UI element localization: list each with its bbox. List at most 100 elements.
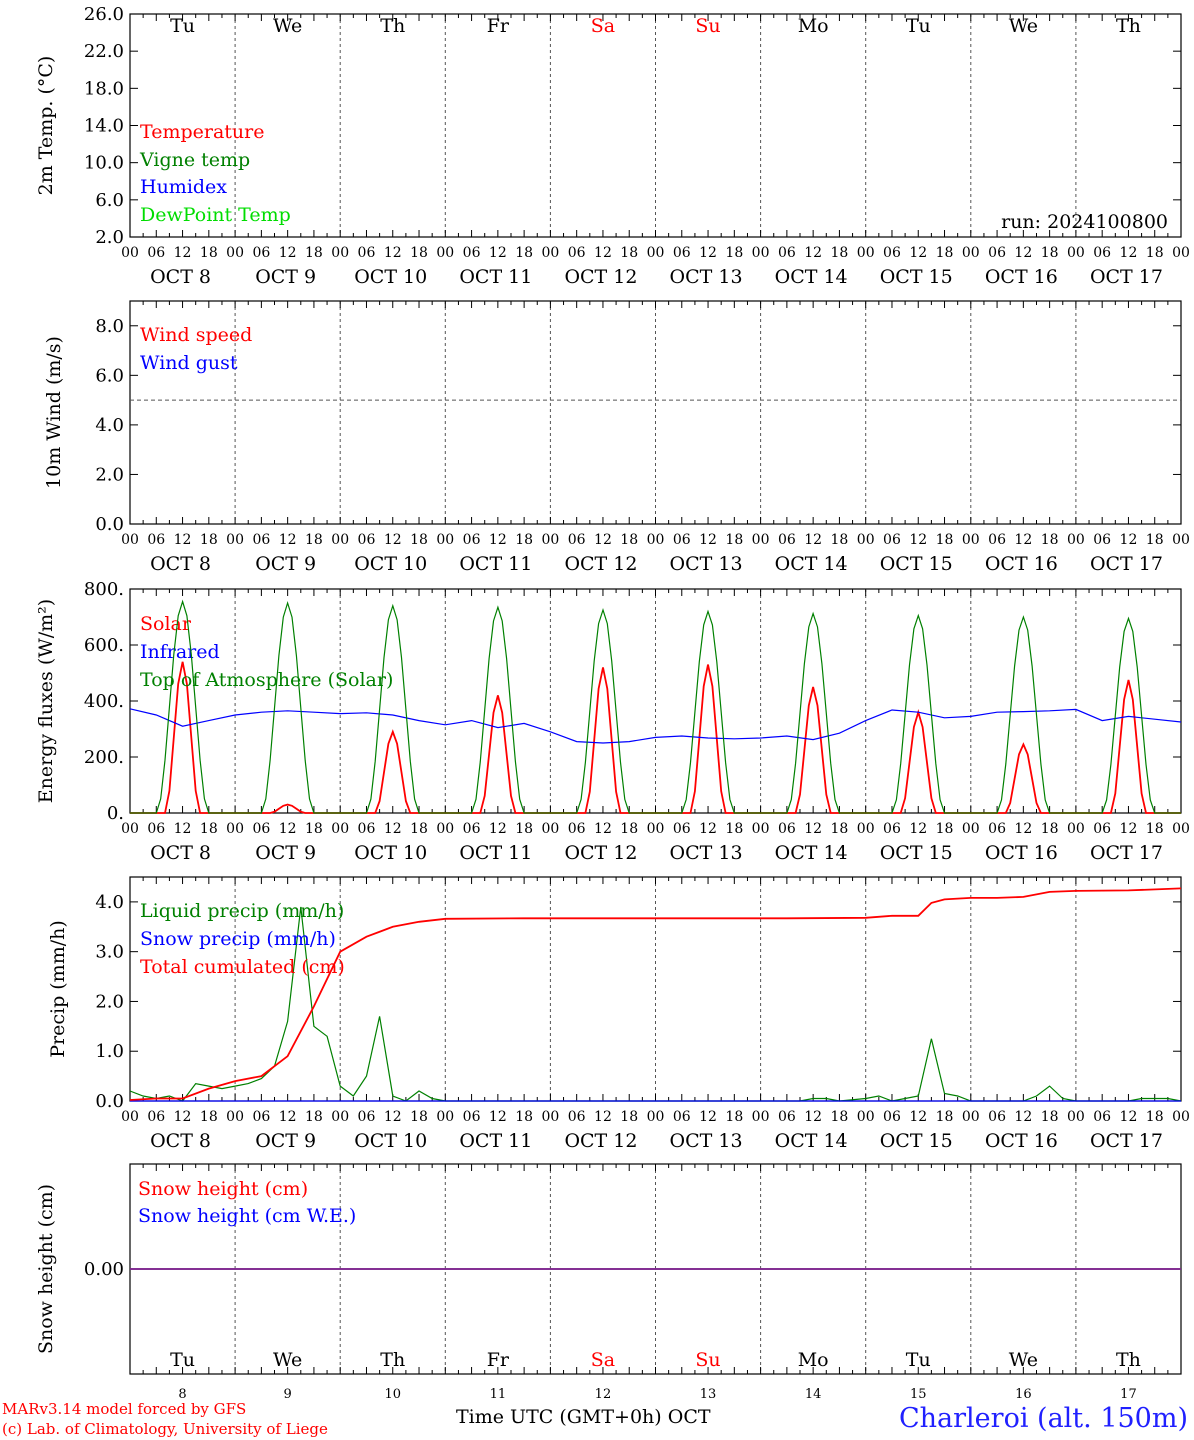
hour-tick-label: 00 <box>1067 821 1085 837</box>
hour-tick-label: 00 <box>541 245 559 261</box>
date-label: OCT 11 <box>459 1130 532 1152</box>
day-name: Tu <box>906 1349 931 1371</box>
hour-tick-label: 12 <box>279 532 297 548</box>
date-label: OCT 13 <box>670 1130 743 1152</box>
day-number: 11 <box>490 1387 507 1402</box>
hour-tick-label: 00 <box>121 532 139 548</box>
hour-tick-label: 12 <box>1014 1109 1032 1125</box>
legend-entry: Vigne temp <box>139 149 250 171</box>
y-tick-label: 14.0 <box>84 116 124 137</box>
y-axis-title: Snow height (cm) <box>35 1184 57 1354</box>
hour-tick-label: 18 <box>831 532 849 548</box>
hour-tick-label: 18 <box>1041 532 1059 548</box>
hour-tick-label: 12 <box>804 532 822 548</box>
hour-tick-label: 12 <box>804 821 822 837</box>
hour-tick-label: 18 <box>515 532 533 548</box>
y-axis-title: 2m Temp. (°C) <box>35 56 57 196</box>
hour-tick-label: 06 <box>1093 1109 1111 1125</box>
hour-tick-label: 12 <box>384 1109 402 1125</box>
hour-tick-label: 06 <box>988 245 1006 261</box>
hour-tick-label: 18 <box>725 245 743 261</box>
hour-tick-label: 18 <box>936 532 954 548</box>
day-number: 14 <box>805 1387 822 1402</box>
hour-tick-label: 12 <box>174 821 192 837</box>
date-label: OCT 16 <box>985 553 1058 575</box>
hour-tick-label: 18 <box>305 245 323 261</box>
hour-tick-label: 12 <box>384 245 402 261</box>
date-label: OCT 16 <box>985 842 1058 864</box>
y-tick-label: 0.00 <box>84 1259 124 1280</box>
y-tick-label: 400. <box>84 691 124 712</box>
hour-tick-label: 12 <box>909 245 927 261</box>
date-label: OCT 15 <box>880 842 953 864</box>
hour-tick-label: 12 <box>909 532 927 548</box>
hour-tick-label: 06 <box>988 532 1006 548</box>
day-name: We <box>273 15 302 37</box>
hour-tick-label: 18 <box>1146 245 1164 261</box>
y-tick-label: 2.0 <box>95 227 124 248</box>
hour-tick-label: 00 <box>331 1109 349 1125</box>
date-label: OCT 8 <box>150 1130 211 1152</box>
y-tick-label: 0. <box>107 803 124 824</box>
hour-tick-label: 12 <box>489 245 507 261</box>
date-label: OCT 14 <box>775 842 848 864</box>
hour-tick-label: 06 <box>252 245 270 261</box>
legend-entry: Infrared <box>140 641 220 663</box>
date-label: OCT 15 <box>880 553 953 575</box>
hour-tick-label: 06 <box>883 245 901 261</box>
hour-tick-label: 06 <box>252 821 270 837</box>
date-label: OCT 9 <box>255 266 316 288</box>
y-tick-label: 10.0 <box>84 153 124 174</box>
date-label: OCT 15 <box>880 1130 953 1152</box>
date-label: OCT 17 <box>1090 266 1163 288</box>
hour-tick-label: 18 <box>620 1109 638 1125</box>
hour-tick-label: 00 <box>226 821 244 837</box>
hour-tick-label: 00 <box>962 532 980 548</box>
hour-tick-label: 18 <box>725 821 743 837</box>
hour-tick-label: 00 <box>331 532 349 548</box>
day-number: 17 <box>1120 1387 1137 1402</box>
day-name: Fr <box>487 15 510 37</box>
hour-tick-label: 12 <box>1014 532 1032 548</box>
day-name: Th <box>1116 15 1141 37</box>
hour-tick-label: 06 <box>252 1109 270 1125</box>
station-name: Charleroi (alt. 150m) <box>899 1403 1188 1434</box>
hour-tick-label: 18 <box>620 821 638 837</box>
hour-tick-label: 06 <box>147 532 165 548</box>
day-name: Mo <box>798 15 829 37</box>
day-name: Th <box>1116 1349 1141 1371</box>
hour-tick-label: 18 <box>1041 245 1059 261</box>
legend-entry: Wind gust <box>140 352 238 374</box>
legend-entry: DewPoint Temp <box>140 204 291 226</box>
hour-tick-label: 06 <box>778 821 796 837</box>
day-name: We <box>273 1349 302 1371</box>
hour-tick-label: 18 <box>305 1109 323 1125</box>
series-line-total-cumulated-cm- <box>129 887 1182 1101</box>
hour-tick-label: 06 <box>673 532 691 548</box>
hour-tick-label: 06 <box>147 821 165 837</box>
y-tick-label: 600. <box>84 635 124 656</box>
hour-tick-label: 18 <box>410 821 428 837</box>
hour-tick-label: 06 <box>778 1109 796 1125</box>
hour-tick-label: 12 <box>909 821 927 837</box>
hour-tick-label: 00 <box>647 245 665 261</box>
hour-tick-label: 00 <box>647 821 665 837</box>
legend-entry: Humidex <box>140 176 227 198</box>
day-name: Tu <box>170 15 195 37</box>
hour-tick-label: 00 <box>226 1109 244 1125</box>
hour-tick-label: 00 <box>962 1109 980 1125</box>
time-axis-text: Time UTC (GMT+0h) <box>456 1406 662 1428</box>
hour-tick-label: 18 <box>725 532 743 548</box>
hour-tick-label: 12 <box>384 532 402 548</box>
hour-tick-label: 06 <box>252 532 270 548</box>
hour-tick-label: 12 <box>804 1109 822 1125</box>
hour-tick-label: 06 <box>358 1109 376 1125</box>
date-label: OCT 11 <box>459 266 532 288</box>
date-label: OCT 13 <box>670 842 743 864</box>
hour-tick-label: 18 <box>410 532 428 548</box>
date-label: OCT 8 <box>150 266 211 288</box>
hour-tick-label: 18 <box>1041 821 1059 837</box>
hour-tick-label: 18 <box>305 532 323 548</box>
model-credit: MARv3.14 model forced by GFS <box>2 1400 247 1418</box>
hour-tick-label: 18 <box>725 1109 743 1125</box>
